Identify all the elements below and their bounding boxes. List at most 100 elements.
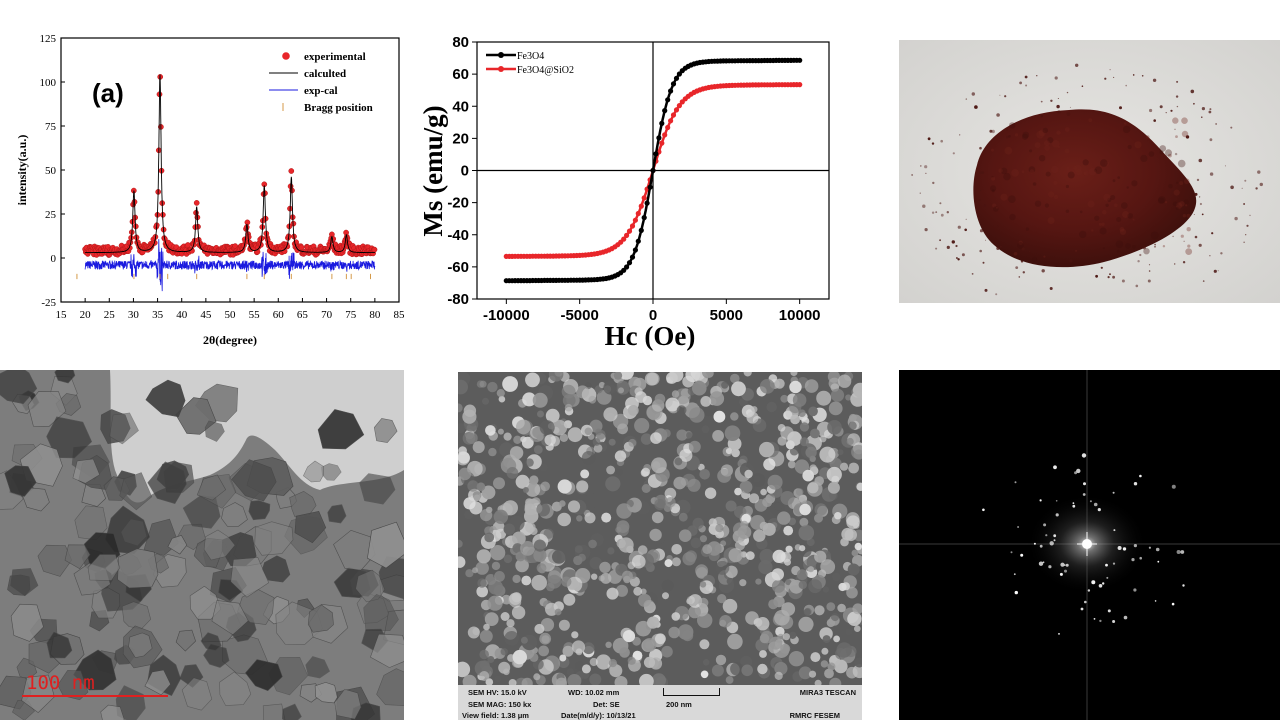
mh-series-point <box>673 107 680 113</box>
legend-fe3o4: Fe3O4 <box>517 51 544 62</box>
xrd-exp-point <box>371 246 378 253</box>
xrd-xlabel: 2θ(degree) <box>203 333 257 347</box>
mh-ytick-label: 40 <box>452 98 469 115</box>
tem-micrograph <box>0 370 404 720</box>
mh-series-point <box>626 228 633 234</box>
xrd-exp-point <box>298 244 305 251</box>
xrd-xtick-label: 15 <box>56 309 68 321</box>
mh-series-point <box>632 217 638 223</box>
xrd-ytick-label: 25 <box>45 209 57 221</box>
powder-photo <box>899 40 1280 303</box>
powder-image <box>899 40 1280 303</box>
mh-series-point <box>632 247 638 253</box>
mh-series-point <box>662 132 668 138</box>
mh-series-point <box>659 120 665 126</box>
mh-series-point <box>644 200 650 206</box>
mh-xlabel: Hc (Oe) <box>605 321 696 351</box>
tem-scale-label: 100 nm <box>26 672 95 694</box>
mh-series-point <box>641 195 647 201</box>
xrd-chart: 15 20 25 30 35 40 45 50 55 60 65 70 75 80 85 -25 0 25 50 75… <box>0 28 430 358</box>
fft-image <box>899 370 1280 720</box>
xrd-xtick-label: 30 <box>128 309 140 321</box>
mh-series-point <box>624 232 630 238</box>
mh-series-point <box>629 223 636 229</box>
mh-series-point <box>668 88 674 94</box>
legend-experimental: experimental <box>304 51 366 63</box>
sem-scale-label: 200 nm <box>666 700 692 709</box>
mh-series-point <box>638 227 644 233</box>
mh-series-point <box>621 236 627 242</box>
xrd-xtick-label: 25 <box>104 309 116 321</box>
legend-marker-fe3o4 <box>498 52 504 58</box>
mh-xtick-label: -5000 <box>560 307 598 324</box>
mh-series-point <box>670 81 677 87</box>
xrd-xtick-label: 50 <box>225 309 237 321</box>
legend-fe3o4-sio2: Fe3O4@SiO2 <box>517 65 574 76</box>
xrd-exp-point <box>288 168 295 174</box>
mh-series-point <box>665 97 671 103</box>
sem-brand: MIRA3 TESCAN <box>799 688 856 697</box>
xrd-xtick-label: 70 <box>321 309 333 321</box>
mh-ylabel: Ms (emu/g) <box>418 105 448 236</box>
xrd-xtick-label: 20 <box>80 309 92 321</box>
sem-det: Det: SE <box>593 700 620 709</box>
mh-series-point <box>635 238 641 244</box>
xrd-exp-point <box>193 200 200 206</box>
mh-series-point <box>662 108 668 114</box>
sem-field: View field: 1.38 μm <box>462 711 529 720</box>
mh-series-point <box>624 264 630 270</box>
xrd-ytick-label: 125 <box>40 33 57 45</box>
mh-ytick-label: 0 <box>461 163 469 180</box>
mh-series-point <box>638 203 644 209</box>
xrd-ylabel: intensity(a.u.) <box>15 135 29 206</box>
sem-mag: SEM MAG: 150 kx <box>468 700 532 709</box>
xrd-ytick-label: 100 <box>40 77 57 89</box>
mh-series-point <box>797 82 803 88</box>
mh-ytick-label: 60 <box>452 66 469 83</box>
mh-xtick-label: 0 <box>649 307 657 324</box>
xrd-plot: 15 20 25 30 35 40 45 50 55 60 65 70 75 80 85 -25 0 25 50 75… <box>15 33 406 347</box>
xrd-xtick-label: 80 <box>369 309 381 321</box>
mh-series-point <box>673 75 680 81</box>
legend-bragg: Bragg position <box>304 102 373 114</box>
mh-series-point <box>641 215 647 221</box>
legend-calculated: calculted <box>304 68 346 80</box>
sem-lab: RMRC FESEM <box>789 711 840 720</box>
xrd-panel-label: (a) <box>92 78 124 108</box>
mh-series-point <box>653 151 659 157</box>
xrd-xtick-label: 60 <box>273 309 285 321</box>
tem-image <box>0 370 404 720</box>
mh-plot: -10000 -5000 0 5000 10000 -80 -60 -40 -20 0 20 40 60… <box>418 34 830 351</box>
mh-series-point <box>797 57 803 63</box>
xrd-xtick-label: 45 <box>200 309 212 321</box>
xrd-xtick-label: 65 <box>297 309 309 321</box>
sem-wd: WD: 10.02 mm <box>568 688 620 697</box>
mh-ytick-label: -60 <box>447 259 469 276</box>
mh-ytick-label: -40 <box>447 227 469 244</box>
sem-hv: SEM HV: 15.0 kV <box>468 688 527 697</box>
mh-series-point <box>626 260 633 266</box>
xrd-xtick-label: 35 <box>152 309 164 321</box>
mh-ytick-label: 20 <box>452 130 469 147</box>
mh-series-point <box>635 210 641 217</box>
mh-series-point <box>668 118 674 124</box>
fft-pattern <box>899 370 1280 720</box>
mh-series-point <box>650 167 656 174</box>
legend-exp-cal: exp-cal <box>304 85 338 97</box>
xrd-ytick-label: 75 <box>45 121 57 133</box>
mh-series-point <box>629 254 636 260</box>
mh-series-point <box>647 184 653 190</box>
sem-date: Date(m/d/y): 10/13/21 <box>561 711 636 720</box>
mh-chart: -10000 -5000 0 5000 10000 -80 -60 -40 -20 0 20 40 60… <box>410 28 850 358</box>
mh-series-point <box>659 140 665 146</box>
xrd-xtick-label: 75 <box>345 309 357 321</box>
sem-info-bar: SEM HV: 15.0 kV WD: 10.02 mm MIRA3 TESCA… <box>458 685 862 720</box>
legend-marker-experimental <box>282 52 290 60</box>
xrd-xtick-label: 85 <box>394 309 406 321</box>
mh-ytick-label: -80 <box>447 291 469 308</box>
mh-legend: Fe3O4 Fe3O4@SiO2 <box>486 51 574 76</box>
xrd-xtick-label: 40 <box>176 309 188 321</box>
mh-series-point <box>656 135 662 141</box>
mh-xtick-label: 10000 <box>779 307 821 324</box>
mh-series-point <box>676 103 682 109</box>
